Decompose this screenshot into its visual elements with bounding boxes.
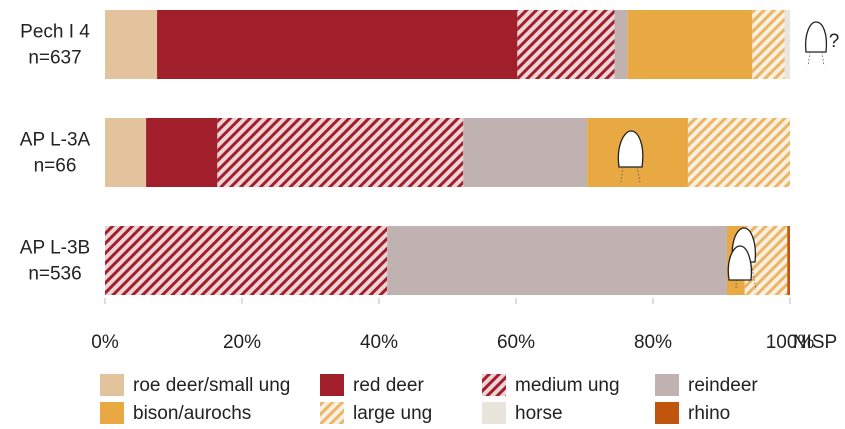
bar-segment (146, 118, 218, 187)
x-tick-label: 20% (223, 332, 261, 353)
sample-size: n=536 (28, 264, 81, 285)
bone-icons (617, 21, 828, 291)
sample-size: n=637 (28, 48, 81, 69)
x-tick-label: 100% (766, 332, 815, 353)
bar-segment (784, 10, 790, 79)
legend-swatch (655, 374, 679, 396)
bar-segment (105, 226, 388, 295)
bar-segment (752, 10, 785, 79)
bone-icon (617, 130, 644, 183)
x-tick-label: 80% (634, 332, 672, 353)
legend-swatch (320, 402, 344, 424)
bar-segment (614, 10, 628, 79)
bar-segment (105, 118, 147, 187)
bar-segment (105, 10, 158, 79)
legend-swatch (482, 402, 506, 424)
plot: Pech I 4 n=637 AP L-3A n=66 AP L-3B n=536 0% 20… (20, 10, 837, 424)
x-tick-label: 60% (497, 332, 535, 353)
legend-label: bison/aurochs (133, 403, 251, 424)
category-label: Pech I 4 (20, 22, 90, 43)
bar-segment (157, 10, 518, 79)
legend-label: medium ung (515, 375, 620, 396)
x-axis-label: NISP (793, 332, 837, 353)
legend-swatch (100, 402, 124, 424)
legend-label: roe deer/small ung (133, 375, 290, 396)
legend-swatch (100, 374, 124, 396)
bar-segment (387, 226, 727, 295)
legend-swatch (320, 374, 344, 396)
bar-segment (217, 118, 464, 187)
legend-label: horse (515, 403, 563, 424)
legend-swatch (655, 402, 679, 424)
bar-segment (517, 10, 615, 79)
bar-segment (787, 226, 790, 295)
category-label: AP L-3A (20, 130, 91, 151)
bar-segment (687, 118, 790, 187)
sample-size: n=66 (34, 156, 77, 177)
bone-icon (804, 21, 828, 67)
bar-segment (463, 118, 588, 187)
x-tick-label: 40% (360, 332, 398, 353)
x-tick-label: 0% (91, 332, 119, 353)
legend-label: rhino (688, 403, 730, 424)
legend-label: reindeer (688, 375, 758, 396)
legend-label: red deer (353, 375, 424, 396)
legend-label: large ung (353, 403, 432, 424)
bone-icon (727, 245, 753, 281)
category-label: AP L-3B (20, 238, 90, 259)
bar-segment (627, 10, 753, 79)
annotation: ? (829, 31, 840, 52)
legend-swatch (482, 374, 506, 396)
